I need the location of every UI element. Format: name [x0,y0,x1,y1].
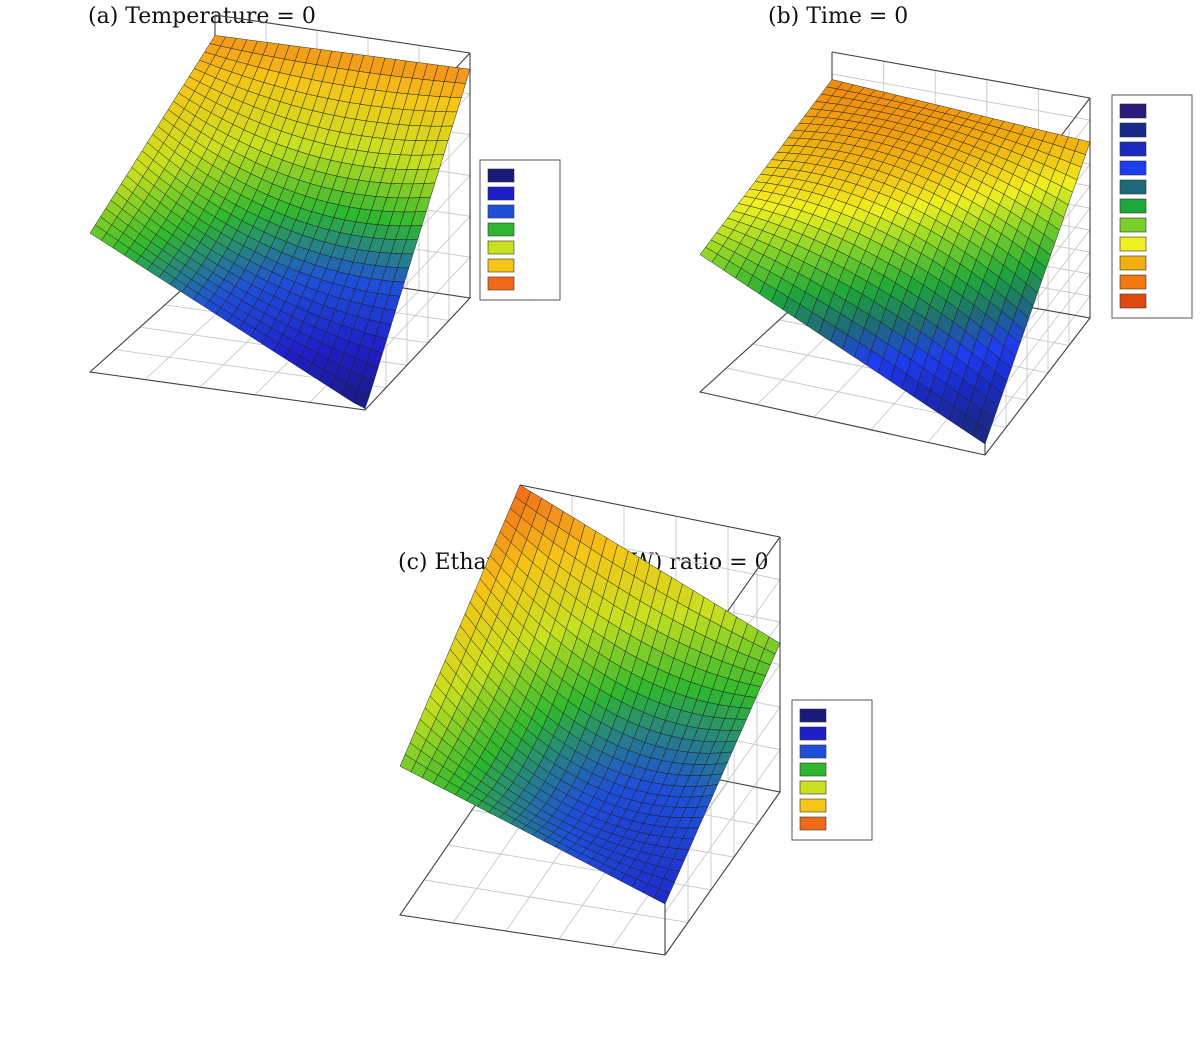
chart-b-title: (b) Time = 0 [768,4,909,29]
chart-c-surface-cell [653,888,671,905]
chart-c-wall-gridline [664,749,781,913]
chart-c-legend-swatch [799,726,827,741]
chart-b-legend-swatch [1119,122,1147,138]
chart-a-top-edge [214,14,471,54]
chart-a-legend-swatch [487,186,515,201]
chart-b-legend-swatch [1119,141,1147,157]
chart-b-legend-swatch [1119,103,1147,119]
chart-a-legend-swatch [487,240,515,255]
chart-b-legend-swatch [1119,274,1147,290]
chart-b-legend-swatch [1119,293,1147,309]
chart-c-floor-gridline [423,879,689,923]
chart-b-wall-gridline [984,295,1091,434]
chart-c-legend-swatch [799,816,827,831]
chart-b-legend-swatch [1119,179,1147,195]
chart-a-legend [479,159,561,301]
chart-c-legend-swatch [799,708,827,723]
surface-plot-ethanol-water-ratio-0 [399,484,873,956]
chart-b-surface [699,79,1091,445]
chart-b-legend-swatch [1119,217,1147,233]
chart-b-legend-swatch [1119,255,1147,271]
chart-a-surface-cell [353,389,370,409]
chart-a-legend-swatch [487,258,515,273]
chart-a-legend-swatch [487,168,515,183]
surface-plot-time-0 [698,51,1193,456]
chart-b-legend-swatch [1119,198,1147,214]
chart-a-legend-swatch [487,204,515,219]
chart-c-legend-swatch [799,780,827,795]
chart-c-legend [791,699,873,841]
chart-b-legend-swatch [1119,236,1147,252]
chart-a-legend-swatch [487,276,515,291]
chart-b-surface-cell [972,422,990,445]
chart-c-surface [399,484,781,905]
surface-plot-temperature-0 [88,14,561,411]
chart-a-legend-swatch [487,222,515,237]
chart-a-surface [89,35,471,409]
chart-b-wall-gridline [831,73,1091,121]
chart-b-legend-swatch [1119,160,1147,176]
chart-c-legend-swatch [799,798,827,813]
chart-b-top-edge [831,51,1091,99]
chart-c-legend-swatch [799,744,827,759]
chart-b-legend [1111,94,1193,319]
chart-c-legend-swatch [799,762,827,777]
chart-c-top-edge [519,484,781,538]
